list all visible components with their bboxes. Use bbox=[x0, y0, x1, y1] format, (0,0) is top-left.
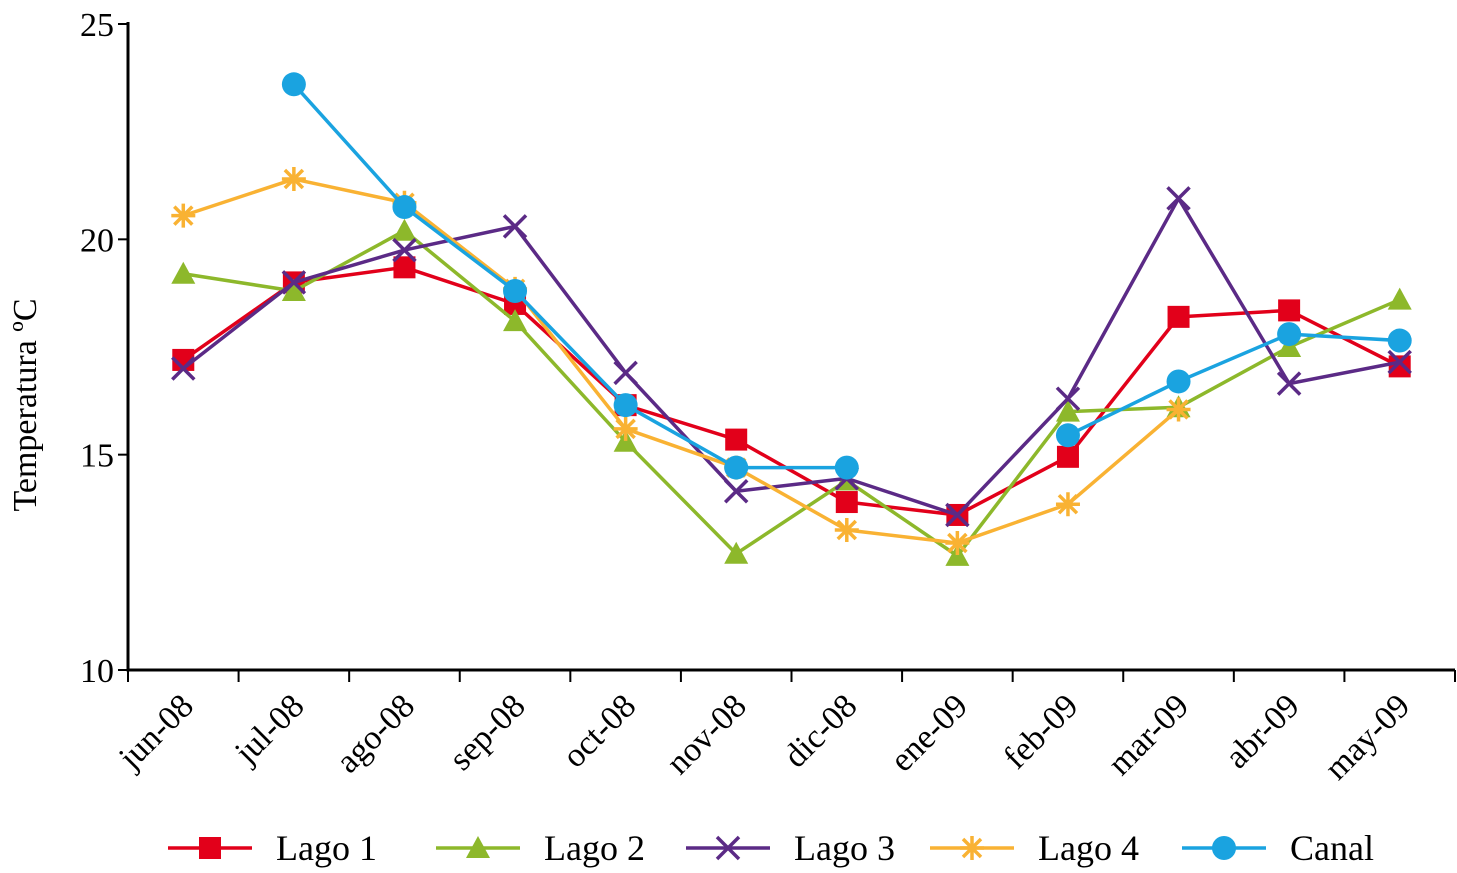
legend-item: Lago 3 bbox=[686, 828, 895, 868]
x-tick-label: mar-09 bbox=[1101, 687, 1196, 782]
square-marker bbox=[835, 491, 858, 514]
x-tick-label: ene-09 bbox=[883, 687, 975, 779]
x-tick-label: sep-08 bbox=[442, 687, 532, 777]
x-marker bbox=[171, 356, 196, 381]
circle-marker bbox=[1166, 369, 1191, 394]
triangle-marker bbox=[466, 836, 490, 858]
legend-item: Canal bbox=[1182, 828, 1374, 868]
y-tick-label: 20 bbox=[80, 222, 114, 259]
legend-label: Lago 2 bbox=[544, 828, 645, 868]
x-tick-label: jun-08 bbox=[111, 687, 201, 777]
star-marker bbox=[281, 167, 306, 192]
y-tick-label: 10 bbox=[80, 653, 114, 690]
x-tick-label: dic-08 bbox=[777, 687, 865, 775]
x-tick-label: ago-08 bbox=[329, 687, 422, 780]
circle-marker bbox=[392, 195, 417, 220]
legend-label: Lago 3 bbox=[794, 828, 895, 868]
x-marker bbox=[1166, 186, 1191, 211]
square-marker bbox=[1388, 355, 1411, 378]
x-tick-label: may-09 bbox=[1318, 687, 1418, 787]
square-marker bbox=[393, 256, 416, 279]
star-marker bbox=[945, 530, 970, 555]
legend-label: Canal bbox=[1290, 828, 1374, 868]
y-tick-label: 25 bbox=[80, 7, 114, 44]
circle-marker bbox=[834, 455, 859, 480]
star-marker bbox=[1055, 492, 1080, 517]
square-marker bbox=[725, 428, 748, 451]
circle-marker bbox=[1212, 836, 1236, 860]
circle-marker bbox=[281, 72, 306, 97]
triangle-marker bbox=[392, 218, 417, 241]
series-line bbox=[183, 228, 1401, 558]
legend-item: Lago 4 bbox=[930, 828, 1139, 868]
triangle-marker bbox=[1387, 287, 1412, 310]
series-line bbox=[1067, 332, 1400, 437]
x-marker bbox=[281, 270, 307, 295]
series-line bbox=[182, 265, 1401, 517]
x-marker bbox=[392, 237, 417, 263]
circle-marker bbox=[1055, 423, 1080, 448]
legend-item: Lago 2 bbox=[436, 828, 645, 868]
star-marker bbox=[171, 203, 196, 228]
y-axis-label: Temperatura ºC bbox=[7, 298, 44, 511]
legend-item: Lago 1 bbox=[168, 828, 377, 868]
x-tick-label: jul-08 bbox=[227, 687, 311, 771]
series-line bbox=[182, 177, 1180, 545]
series-lago-3 bbox=[171, 186, 1412, 528]
x-marker bbox=[613, 360, 638, 386]
triangle-marker bbox=[724, 541, 749, 564]
square-marker bbox=[1056, 445, 1079, 468]
star-marker bbox=[1166, 397, 1191, 422]
circle-marker bbox=[503, 279, 528, 304]
series-layer bbox=[171, 72, 1412, 566]
triangle-marker bbox=[1055, 399, 1080, 422]
x-marker bbox=[1055, 386, 1081, 411]
x-marker bbox=[1276, 371, 1302, 396]
square-marker bbox=[1167, 305, 1190, 328]
x-tick-label: feb-09 bbox=[997, 687, 1086, 776]
triangle-marker bbox=[171, 261, 196, 284]
x-marker bbox=[1387, 349, 1412, 375]
legend-label: Lago 1 bbox=[276, 828, 377, 868]
star-marker bbox=[834, 518, 859, 543]
circle-marker bbox=[1387, 328, 1412, 353]
star-marker bbox=[960, 836, 984, 860]
circle-marker bbox=[613, 393, 638, 418]
x-tick-label: nov-08 bbox=[660, 687, 754, 781]
x-marker bbox=[945, 502, 970, 528]
x-marker bbox=[502, 214, 528, 239]
y-tick-label: 15 bbox=[80, 438, 114, 475]
square-marker bbox=[1278, 299, 1301, 322]
square-marker bbox=[199, 837, 221, 859]
series-lago-2 bbox=[171, 218, 1412, 566]
axes: 10 15 20 25 jun-08 jul-08 ago-08 sep-08 oct-08 no… bbox=[80, 7, 1456, 787]
series-line bbox=[292, 83, 847, 470]
circle-marker bbox=[1277, 322, 1302, 347]
circle-marker bbox=[724, 455, 749, 480]
x-marker bbox=[723, 479, 749, 504]
x-tick-label: abr-09 bbox=[1218, 687, 1306, 775]
triangle-marker bbox=[281, 279, 306, 302]
legend-label: Lago 4 bbox=[1038, 828, 1139, 868]
series-line bbox=[182, 196, 1401, 517]
legend: Lago 1 Lago 2 Lago 3 Lago 4 Canal bbox=[168, 828, 1374, 868]
star-marker bbox=[613, 416, 638, 441]
series-canal bbox=[281, 72, 1412, 480]
triangle-marker bbox=[503, 309, 528, 332]
x-tick-label: oct-08 bbox=[556, 687, 644, 775]
x-marker bbox=[715, 835, 741, 861]
